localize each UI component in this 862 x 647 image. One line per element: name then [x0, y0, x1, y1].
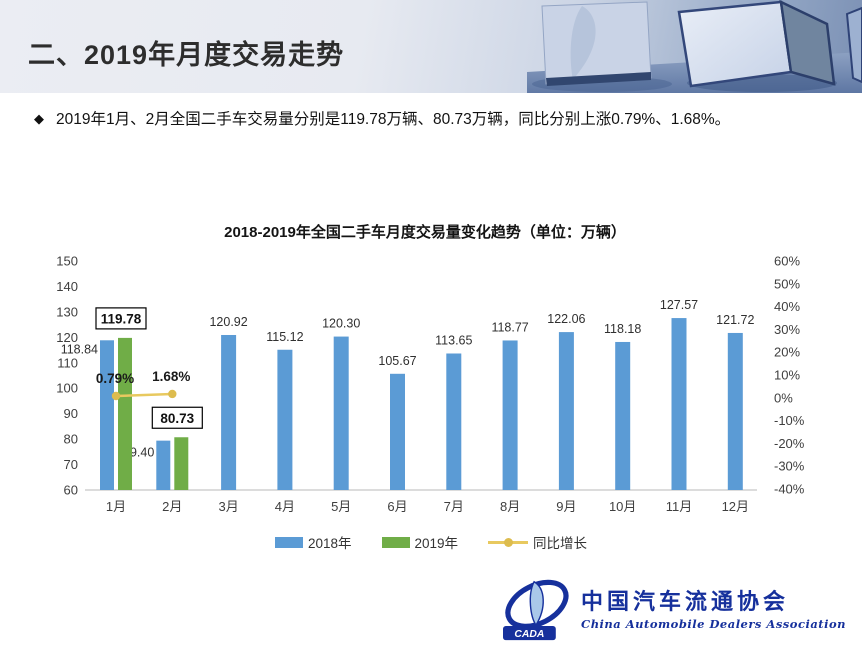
bar-label-2018: 120.30: [322, 317, 360, 331]
bar-label-2018: 127.57: [660, 298, 698, 312]
summary-line: ◆ 2019年1月、2月全国二手车交易量分别是119.78万辆、80.73万辆，同…: [34, 106, 834, 133]
y-axis-tick: 120: [56, 330, 78, 345]
slide-header: 二、2019年月度交易走势: [0, 0, 862, 93]
x-axis-label: 1月: [106, 499, 126, 514]
legend-label: 2018年: [307, 536, 352, 551]
y2-axis-tick: 10%: [774, 368, 800, 383]
y-axis-tick: 80: [64, 432, 78, 447]
chart-legend: 2018年 2019年 同比增长: [0, 531, 862, 553]
bar-2018: [221, 334, 237, 490]
legend-item: 2019年: [381, 532, 459, 552]
x-axis-label: 7月: [444, 499, 464, 514]
y2-axis-tick: 40%: [774, 299, 800, 314]
bar-label-2018: 118.18: [604, 322, 641, 336]
cada-logo-icon: CADA: [503, 579, 569, 641]
x-axis-label: 9月: [556, 499, 576, 514]
y2-axis-tick: -40%: [774, 482, 805, 497]
cada-abbr: CADA: [514, 629, 544, 640]
bar-2018: [277, 349, 293, 490]
x-axis-label: 2月: [162, 499, 182, 514]
bar-2019: [118, 337, 132, 490]
y-axis-tick: 90: [64, 406, 78, 421]
page-title: 二、2019年月度交易走势: [28, 40, 345, 70]
boxed-label-frame: [95, 307, 147, 330]
legend-item: 2018年: [274, 532, 352, 552]
bar-label-2018: 118.77: [491, 320, 528, 334]
bar-2018: [615, 341, 631, 490]
yoy-marker: [111, 391, 121, 401]
cada-name-en: China Automobile Dealers Association: [581, 617, 846, 631]
bar-label-2018: 118.84: [61, 342, 98, 356]
bar-2018: [502, 340, 518, 490]
x-axis-label: 4月: [275, 499, 295, 514]
y-axis-tick: 130: [56, 304, 78, 319]
boxed-label-2019: 119.78: [101, 311, 142, 326]
y2-axis-tick: 20%: [774, 345, 800, 360]
legend-label: 同比增长: [533, 536, 588, 551]
x-axis-label: 10月: [609, 499, 636, 514]
x-axis-label: 6月: [387, 499, 407, 514]
bar-label-2018: 113.65: [435, 333, 472, 347]
boxed-label-2019: 80.73: [160, 411, 194, 426]
legend-item: 同比增长: [488, 532, 587, 552]
legend-bar-swatch: [381, 536, 410, 548]
summary-text: 2019年1月、2月全国二手车交易量分别是119.78万辆、80.73万辆，同比…: [56, 111, 731, 128]
x-axis-label: 3月: [218, 499, 238, 514]
x-axis-label: 5月: [331, 499, 351, 514]
trend-chart: 150 140 130 120 110 100 90 80 70 60 60% 50% 40% 30% 20…: [56, 254, 805, 515]
bar-2018: [100, 340, 114, 490]
y2-axis-tick: -10%: [774, 413, 805, 428]
legend-label: 2019年: [414, 536, 459, 551]
legend-line-swatch: [488, 537, 529, 547]
y2-axis-tick: -20%: [774, 436, 805, 451]
bar-2018: [558, 332, 574, 490]
x-axis-label: 11月: [666, 499, 693, 514]
bar-label-2018: 121.72: [716, 313, 754, 327]
bar-label-2018: 122.06: [547, 312, 585, 326]
bar-label-2018: 120.92: [209, 315, 247, 329]
yoy-marker: [168, 389, 177, 399]
bar-label-2018: 105.67: [378, 354, 416, 368]
bar-2018: [446, 353, 462, 490]
y2-axis-tick: 30%: [774, 322, 800, 337]
bar-2018: [727, 332, 743, 490]
bar-2018: [390, 373, 405, 490]
x-axis-label: 8月: [500, 499, 520, 514]
yoy-line: [115, 392, 173, 398]
bar-2018: [333, 336, 349, 490]
diamond-bullet-icon: ◆: [34, 111, 44, 126]
y2-axis-tick: 50%: [774, 276, 800, 291]
x-axis-label: 12月: [722, 499, 749, 514]
bar-2019: [174, 437, 189, 490]
yoy-label: 0.79%: [96, 371, 134, 386]
y2-axis-tick: 60%: [774, 254, 800, 269]
header-separator: [0, 93, 862, 102]
y-axis-tick: 140: [56, 279, 78, 294]
cada-logo-text: 中国汽车流通协会 China Automobile Dealers Associ…: [581, 589, 846, 631]
header-cubes-graphic: [527, 0, 862, 93]
bar-label-2018: 115.12: [266, 330, 303, 344]
chart-title: 2018-2019年全国二手车月度交易量变化趋势（单位：万辆）: [224, 224, 626, 241]
y2-axis-tick: -30%: [774, 459, 805, 474]
legend-bar-swatch: [274, 536, 303, 548]
y-axis-tick: 60: [64, 483, 78, 498]
y-axis-tick: 100: [56, 381, 78, 396]
y-axis-tick: 110: [57, 355, 78, 370]
y-axis-tick: 150: [56, 254, 78, 269]
y2-axis-tick: 0%: [774, 390, 793, 405]
boxed-label-frame: [151, 406, 203, 429]
cada-logo: CADA 中国汽车流通协会 China Automobile Dealers A…: [499, 577, 846, 643]
bar-2018: [671, 318, 687, 490]
cada-name-cn: 中国汽车流通协会: [581, 589, 790, 615]
yoy-label: 1.68%: [152, 369, 190, 384]
bar-2018: [156, 440, 171, 490]
y-axis-tick: 70: [64, 457, 78, 472]
